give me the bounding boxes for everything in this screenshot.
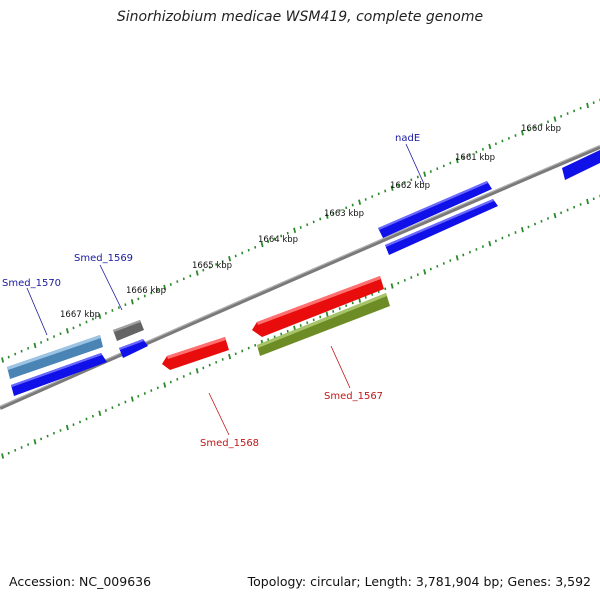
scale-tick xyxy=(520,130,524,136)
gene-smed-1569[interactable] xyxy=(113,320,144,341)
scale-tick xyxy=(195,270,199,276)
scale-tick xyxy=(553,212,557,219)
scale-tick xyxy=(455,255,459,261)
scale-tick xyxy=(228,353,232,360)
gene-smed-1567-b[interactable] xyxy=(257,293,390,356)
scale-tick xyxy=(423,171,427,177)
gene-nade-lower[interactable] xyxy=(385,199,498,255)
scale-tick xyxy=(390,185,394,191)
scale-tick xyxy=(488,240,492,247)
scale-tick xyxy=(33,342,37,349)
scale-tick xyxy=(260,241,264,248)
scale-tick xyxy=(455,157,459,164)
gene-smed-1570[interactable] xyxy=(7,335,103,379)
scale-label-1665: 1665 kbp xyxy=(192,261,232,271)
scale-label-1660: 1660 kbp xyxy=(521,124,561,134)
scale-tick xyxy=(390,283,394,289)
scale-tick xyxy=(130,396,134,402)
scale-tick xyxy=(586,102,590,109)
scale-label-1662: 1662 kbp xyxy=(390,181,430,191)
gene-smed-1567[interactable] xyxy=(252,276,384,337)
gene-smed-1570-b[interactable] xyxy=(11,353,107,396)
gene-label-smed-1570[interactable]: Smed_1570 xyxy=(2,278,61,289)
gene-feature[interactable] xyxy=(562,150,600,180)
scale-tick xyxy=(130,299,134,305)
gene-nade-upper[interactable] xyxy=(378,181,492,238)
scale-tick xyxy=(33,439,37,445)
scale-tick xyxy=(586,198,590,205)
scale-tick xyxy=(1,453,5,459)
gene-label-smed-1568[interactable]: Smed_1568 xyxy=(200,438,259,449)
scale-tick xyxy=(488,143,492,150)
page-title: Sinorhizobium medicae WSM419, complete g… xyxy=(116,9,484,25)
scale-label-1664: 1664 kbp xyxy=(258,235,298,245)
scale-tick xyxy=(195,368,199,374)
scale-tick xyxy=(65,328,69,334)
scale-label-1666: 1666 kbp xyxy=(126,286,166,296)
reverse-genes xyxy=(162,276,390,370)
scale-tick xyxy=(325,213,329,219)
scale-label-1663: 1663 kbp xyxy=(324,209,364,219)
genome-backbone xyxy=(0,145,600,410)
gene-smed-1569-b[interactable] xyxy=(119,339,148,358)
scale-tick xyxy=(98,410,102,417)
gene-labels: nadE Smed_1569 Smed_1570 Smed_1567 Smed_… xyxy=(2,133,420,449)
inner-scale-ticks xyxy=(1,194,600,459)
forward-genes xyxy=(7,150,600,396)
genome-summary-text: Topology: circular; Length: 3,781,904 bp… xyxy=(247,574,591,589)
outer-scale-ticks xyxy=(1,98,600,363)
scale-tick xyxy=(520,226,524,233)
scale-label-1667: 1667 kbp xyxy=(60,310,100,320)
accession-text: Accession: NC_009636 xyxy=(9,574,152,589)
gene-label-nade[interactable]: nadE xyxy=(395,133,420,144)
scale-tick xyxy=(65,424,69,431)
scale-label-1661: 1661 kbp xyxy=(455,153,495,163)
gene-smed-1568[interactable] xyxy=(162,337,229,370)
scale-tick xyxy=(163,284,167,291)
scale-tick xyxy=(325,311,329,317)
scale-tick xyxy=(1,357,5,363)
gene-label-lines xyxy=(26,143,425,436)
scale-tick xyxy=(358,199,362,205)
scale-tick xyxy=(98,313,102,319)
scale-tick xyxy=(423,269,427,275)
scale-tick xyxy=(293,227,297,234)
scale-tick xyxy=(163,382,167,388)
gene-label-smed-1569[interactable]: Smed_1569 xyxy=(74,253,133,264)
gene-label-smed-1567[interactable]: Smed_1567 xyxy=(324,391,383,402)
scale-labels: 1660 kbp 1661 kbp 1662 kbp 1663 kbp 1664… xyxy=(60,124,561,320)
scale-tick xyxy=(553,116,557,122)
scale-tick xyxy=(228,255,232,262)
